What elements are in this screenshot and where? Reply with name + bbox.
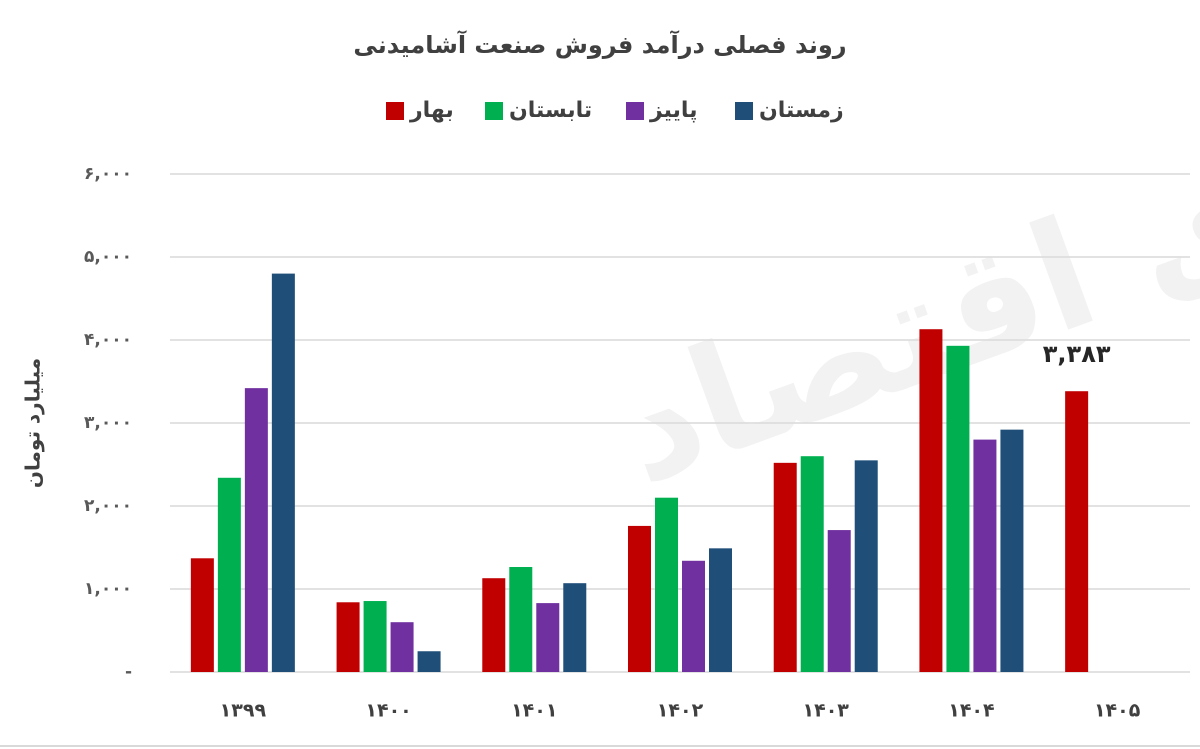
bar	[709, 548, 732, 672]
y-tick-label: ۲,۰۰۰	[84, 496, 132, 516]
data-label: ۳,۳۸۳	[1043, 340, 1111, 368]
legend-label: تابستان	[509, 98, 592, 123]
x-tick-label: ۱۳۹۹	[220, 700, 267, 722]
bar	[1000, 429, 1024, 672]
bar	[827, 530, 851, 672]
bar	[628, 525, 651, 672]
y-tick-label: -	[125, 662, 132, 682]
bar	[655, 497, 678, 672]
x-tick-label: ۱۴۰۵	[1094, 700, 1141, 722]
legend-swatch	[735, 102, 753, 120]
bar	[536, 603, 560, 672]
bar	[190, 558, 214, 672]
y-tick-label: ۵,۰۰۰	[84, 247, 132, 267]
bar	[682, 560, 705, 672]
bar	[217, 477, 241, 672]
bar	[946, 345, 970, 672]
bar	[390, 622, 414, 672]
legend-swatch	[386, 102, 404, 120]
legend-label: بهار	[409, 98, 454, 123]
bar	[800, 456, 824, 672]
bar	[773, 462, 797, 672]
bar	[919, 329, 943, 672]
bar	[336, 602, 360, 672]
bar	[417, 651, 441, 672]
x-tick-label: ۱۴۰۱	[511, 700, 557, 722]
x-tick-label: ۱۴۰۳	[803, 700, 850, 722]
y-axis-label: میلیارد تومان	[21, 358, 45, 488]
bar	[563, 583, 587, 672]
bar	[482, 578, 506, 672]
y-tick-label: ۱,۰۰۰	[84, 579, 132, 599]
bar	[271, 273, 295, 672]
y-tick-label: ۳,۰۰۰	[84, 413, 132, 433]
bar	[854, 460, 878, 672]
x-tick-label: ۱۴۰۲	[657, 700, 704, 722]
legend-swatch	[485, 102, 503, 120]
bar	[509, 567, 533, 672]
legend-swatch	[626, 102, 644, 120]
legend-label: زمستان	[759, 98, 844, 123]
bar	[1065, 391, 1089, 672]
x-tick-label: ۱۴۰۴	[948, 700, 994, 722]
y-tick-label: ۴,۰۰۰	[84, 330, 132, 350]
bar	[244, 388, 268, 672]
chart-title: روند فصلی درآمد فروش صنعت آشامیدنی	[353, 30, 846, 59]
x-tick-label: ۱۴۰۰	[365, 700, 411, 722]
legend-label: پاییز	[649, 98, 697, 123]
bar	[973, 439, 997, 672]
bar	[363, 601, 387, 672]
y-tick-label: ۶,۰۰۰	[84, 164, 132, 184]
